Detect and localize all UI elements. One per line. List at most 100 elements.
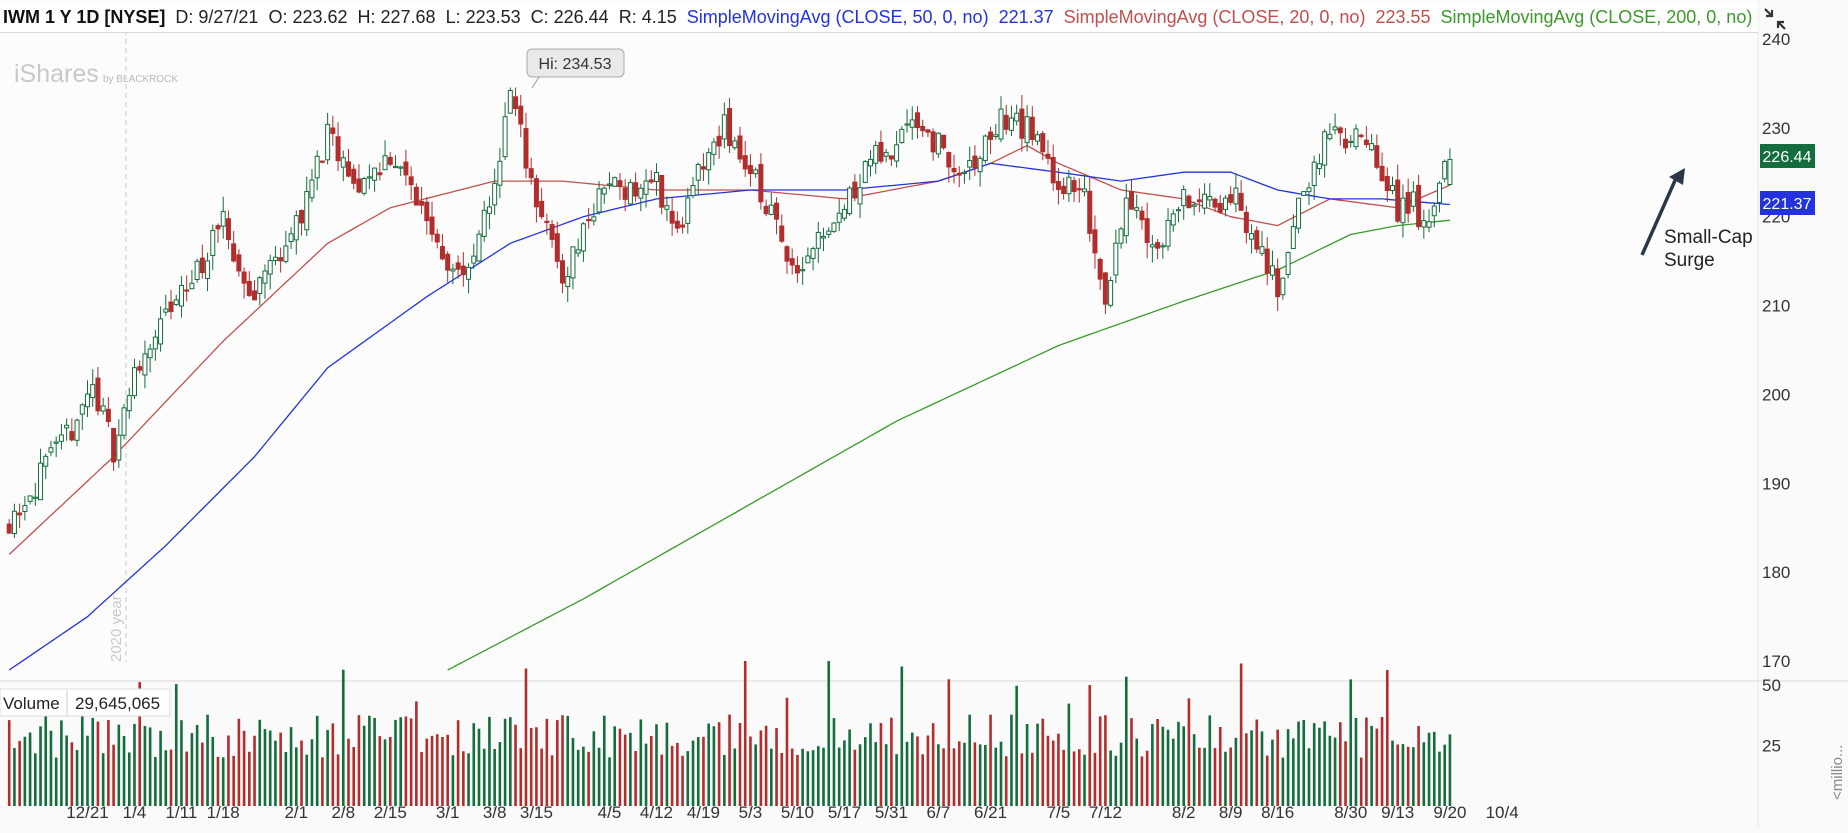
collapse-icon[interactable] [1762,6,1788,32]
candle-down [246,280,252,296]
candle-up [288,233,294,242]
volume-bar [180,720,183,806]
candle-up [486,206,492,214]
candle-up [1082,188,1088,193]
candle-down [956,172,962,176]
candle-up [695,164,701,181]
candle-up [325,123,331,161]
volume-bar [242,730,246,806]
candle-up [1160,245,1166,248]
volume-bar [754,744,757,806]
volume-bar [686,751,690,806]
volume-bar [378,736,382,806]
volume-bar [749,736,752,806]
volume-bar [1412,747,1415,806]
volume-bar [1286,729,1290,806]
candle-up [121,407,127,436]
volume-bar [206,714,209,806]
candle-up [147,348,153,359]
volume-bar [7,720,11,806]
candle-down [747,165,753,175]
volume-bar [1031,752,1034,806]
candle-down [1405,192,1411,214]
volume-axis: 25 50 [1762,676,1781,756]
volume-bar [279,732,282,806]
candle-down [518,105,524,125]
date-readout: D: 9/27/21 [175,6,259,27]
volume-bar [1088,685,1092,806]
sma50-label[interactable]: SimpleMovingAvg (CLOSE, 50, 0, no) [686,6,989,27]
volume-bar [1198,747,1201,806]
volume-bar [34,753,37,806]
volume-bar [1192,734,1196,806]
volume-bar [122,735,126,806]
low-readout: L: 223.53 [445,6,521,27]
symbol-title[interactable]: IWM 1 Y 1D [NYSE] [3,6,166,27]
volume-bar [284,751,288,806]
volume-bar [143,725,147,806]
candle-down [617,180,623,187]
candle-up [476,233,482,262]
volume-bar [853,749,857,806]
volume-bar [796,754,799,806]
candle-down [1228,194,1234,203]
candle-down [716,135,722,147]
high-readout: H: 227.68 [357,6,436,27]
candle-down [1217,203,1223,213]
candle-down [972,155,978,169]
candle-down [439,246,445,260]
volume-bar [832,718,836,806]
candle-down [674,220,680,229]
candle-down [95,377,101,412]
more-studies-button[interactable]: ... [1757,7,1758,28]
volume-bar [1072,751,1076,806]
sma20-label[interactable]: SimpleMovingAvg (CLOSE, 20, 0, no) [1063,6,1366,27]
volume-bar [154,756,157,806]
high-callout-label: Hi: 234.53 [539,56,612,73]
surge-label-line1: Small-Cap [1664,227,1753,248]
volume-bar [1104,715,1107,806]
candle-up [142,353,148,376]
candle-up [267,260,273,275]
candle-up [664,205,670,210]
candle-down [914,112,920,129]
volume-bar [1365,717,1368,806]
candle-up [1191,204,1197,207]
candle-up [1447,158,1453,185]
candle-down [794,265,800,274]
volume-bar [446,734,449,806]
date-tick-label: 5/17 [828,803,861,822]
volume-bar [117,724,121,806]
volume-bar [211,736,215,806]
candle-down [455,262,461,270]
volume-bar [300,740,303,806]
candle-up [178,284,184,307]
price-tick-label: 190 [1762,474,1790,493]
volume-bar [827,661,831,806]
volume-bar [1359,757,1363,806]
volume-bar [498,742,502,806]
volume-bar [801,748,804,806]
volume-bar [258,719,262,806]
candle-down [1212,198,1218,208]
volume-bar [1078,749,1081,806]
volume-bar [159,730,162,806]
candle-down [622,187,628,200]
volume-bar [1391,740,1394,806]
candle-down [330,127,336,134]
candle-up [570,246,576,279]
candle-down [351,168,357,184]
candle-up [304,191,310,231]
candle-down [1045,153,1051,159]
candle-down [460,265,466,276]
close-readout: C: 226.44 [530,6,609,27]
sma200-label[interactable]: SimpleMovingAvg (CLOSE, 200, 0, no) [1440,6,1753,27]
volume-bar [717,722,721,806]
volume-bar [383,739,387,806]
candle-down [888,155,894,160]
candle-up [1327,133,1333,140]
candle-up [753,169,759,175]
candle-down [742,155,748,170]
candle-up [131,367,137,397]
volume-bar [467,753,470,806]
